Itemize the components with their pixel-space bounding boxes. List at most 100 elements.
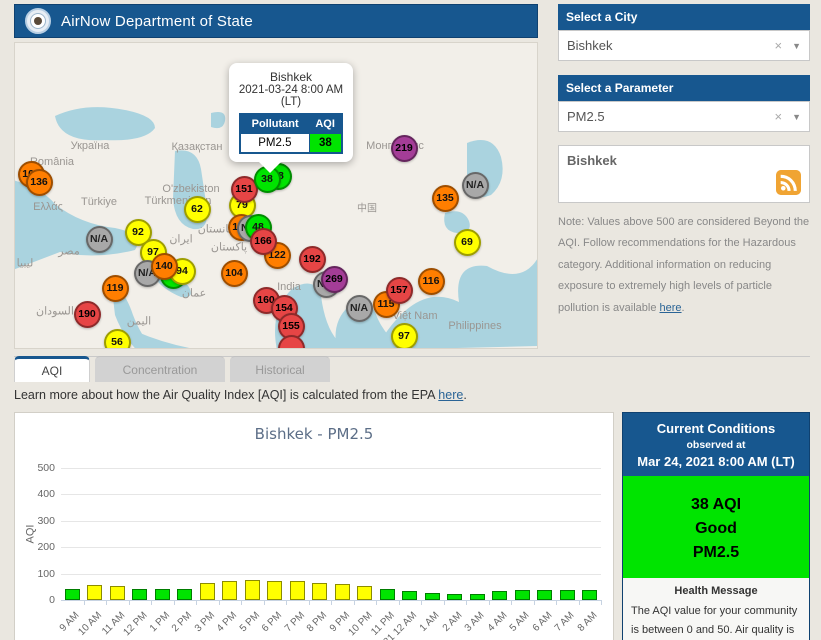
chart-x-tickmark (421, 600, 422, 605)
aqi-map-marker[interactable]: 269 (321, 266, 348, 293)
chart-bar[interactable] (110, 586, 125, 600)
aqi-map[interactable]: УкраїнаRomâniaΕλλάςTürkiyeҚазақстанO'zbe… (14, 42, 538, 349)
chart-bar[interactable] (200, 583, 215, 600)
chart-bar[interactable] (132, 589, 147, 600)
chart-x-tick-label: 1 AM (418, 610, 442, 634)
map-place-label: اليمن (127, 315, 151, 328)
chart-x-tickmark (556, 600, 557, 605)
map-place-label: عمان (182, 287, 206, 300)
aqi-map-marker[interactable]: 104 (221, 260, 248, 287)
chart-x-tickmark (219, 600, 220, 605)
aqi-map-marker[interactable]: N/A (346, 295, 373, 322)
aqi-map-marker[interactable]: 97 (391, 323, 418, 350)
chart-x-tickmark (466, 600, 467, 605)
chart-bar[interactable] (177, 589, 192, 600)
tab-aqi[interactable]: AQI (14, 356, 90, 382)
chart-title: Bishkek - PM2.5 (15, 425, 613, 443)
chart-bar[interactable] (357, 586, 372, 600)
aqi-map-marker[interactable]: 69 (454, 229, 481, 256)
chart-bar[interactable] (402, 591, 417, 600)
city-clear-icon[interactable]: × (774, 38, 782, 53)
chart-y-tick-label: 100 (19, 568, 55, 580)
chart-bar[interactable] (380, 589, 395, 600)
chart-bar[interactable] (222, 581, 237, 600)
chart-y-tick-label: 200 (19, 541, 55, 553)
chart-x-tick-label: 7 AM (553, 610, 577, 634)
chart-bar[interactable] (267, 581, 282, 600)
parameter-select[interactable]: PM2.5 × ▼ (558, 101, 810, 132)
current-aqi-block: 38 AQI Good PM2.5 (623, 476, 809, 578)
aqi-map-marker[interactable]: 157 (386, 277, 413, 304)
aqi-map-marker[interactable]: N/A (462, 172, 489, 199)
chart-x-tick-label: 5 AM (508, 610, 532, 634)
popup-pollutant-value: PM2.5 (240, 134, 309, 154)
aqi-map-marker[interactable]: N/A (86, 226, 113, 253)
learn-more-here-link[interactable]: here (438, 388, 463, 402)
aqi-map-marker[interactable]: 56 (104, 329, 131, 350)
note-here-link[interactable]: here (660, 302, 682, 314)
chart-gridline (61, 521, 601, 522)
tab-historical[interactable]: Historical (230, 356, 330, 382)
rss-icon[interactable] (776, 170, 801, 195)
page-title: AirNow Department of State (61, 13, 253, 30)
chart-bar[interactable] (312, 583, 327, 600)
chart-x-tickmark (489, 600, 490, 605)
chart-x-tick-label: 2 AM (441, 610, 465, 634)
chart-bar[interactable] (492, 591, 507, 600)
state-department-seal-icon (25, 8, 51, 34)
parameter-clear-icon[interactable]: × (774, 109, 782, 124)
chart-bar[interactable] (537, 590, 552, 600)
chart-x-tick-label: 4 PM (215, 610, 239, 634)
city-select[interactable]: Bishkek × ▼ (558, 30, 810, 61)
aqi-map-marker[interactable]: 116 (418, 268, 445, 295)
chart-bar[interactable] (87, 585, 102, 600)
chart-x-tickmark (129, 600, 130, 605)
chart-x-tick-label: 8 PM (305, 610, 329, 634)
chart-x-tick-label: 3 AM (463, 610, 487, 634)
chart-bar[interactable] (155, 589, 170, 600)
parameter-chevron-down-icon[interactable]: ▼ (792, 112, 801, 122)
aqi-map-marker[interactable]: 190 (74, 301, 101, 328)
chart-bar[interactable] (290, 581, 305, 600)
aqi-map-marker[interactable]: 135 (432, 185, 459, 212)
chart-x-tickmark (579, 600, 580, 605)
map-place-label: Philippines (448, 320, 501, 332)
map-place-label: السودان (36, 305, 74, 318)
aqi-map-marker[interactable]: 136 (26, 169, 53, 196)
chart-x-tickmark (354, 600, 355, 605)
feed-city-label: Bishkek (567, 153, 801, 168)
chart-y-tick-label: 500 (19, 462, 55, 474)
city-select-value: Bishkek (567, 38, 774, 53)
observed-at-label: observed at (627, 439, 805, 451)
chart-y-tick-label: 400 (19, 488, 55, 500)
aqi-map-marker[interactable]: 62 (184, 196, 211, 223)
aqi-map-marker[interactable]: 192 (299, 246, 326, 273)
aqi-map-marker[interactable]: 119 (102, 275, 129, 302)
health-message-title: Health Message (631, 585, 801, 597)
current-aqi-value: 38 AQI (627, 496, 805, 514)
chart-gridline (61, 547, 601, 548)
app-header: AirNow Department of State (14, 4, 538, 38)
chart-bar[interactable] (245, 580, 260, 600)
chart-bar[interactable] (425, 593, 440, 600)
city-chevron-down-icon[interactable]: ▼ (792, 41, 801, 51)
map-place-label: ليبيا (17, 257, 34, 270)
aqi-map-marker[interactable]: 140 (151, 253, 178, 280)
chart-y-tick-label: 300 (19, 515, 55, 527)
chart-x-tickmark (84, 600, 85, 605)
chart-bar[interactable] (515, 590, 530, 600)
chart-x-tickmark (264, 600, 265, 605)
popup-pollutant-header: Pollutant (240, 114, 309, 134)
chart-bar[interactable] (65, 589, 80, 600)
chart-x-tickmark (151, 600, 152, 605)
chart-x-tick-label: 7 PM (283, 610, 307, 634)
aqi-map-marker[interactable]: 219 (391, 135, 418, 162)
map-place-label: 中国 (357, 200, 377, 215)
tab-concentration[interactable]: Concentration (95, 356, 225, 382)
popup-datetime: 2021-03-24 8:00 AM (235, 84, 347, 96)
chart-bar[interactable] (582, 590, 597, 600)
chart-bar[interactable] (335, 584, 350, 600)
chart-x-tickmark (196, 600, 197, 605)
aqi-map-marker[interactable]: 166 (250, 228, 277, 255)
chart-bar[interactable] (560, 590, 575, 600)
